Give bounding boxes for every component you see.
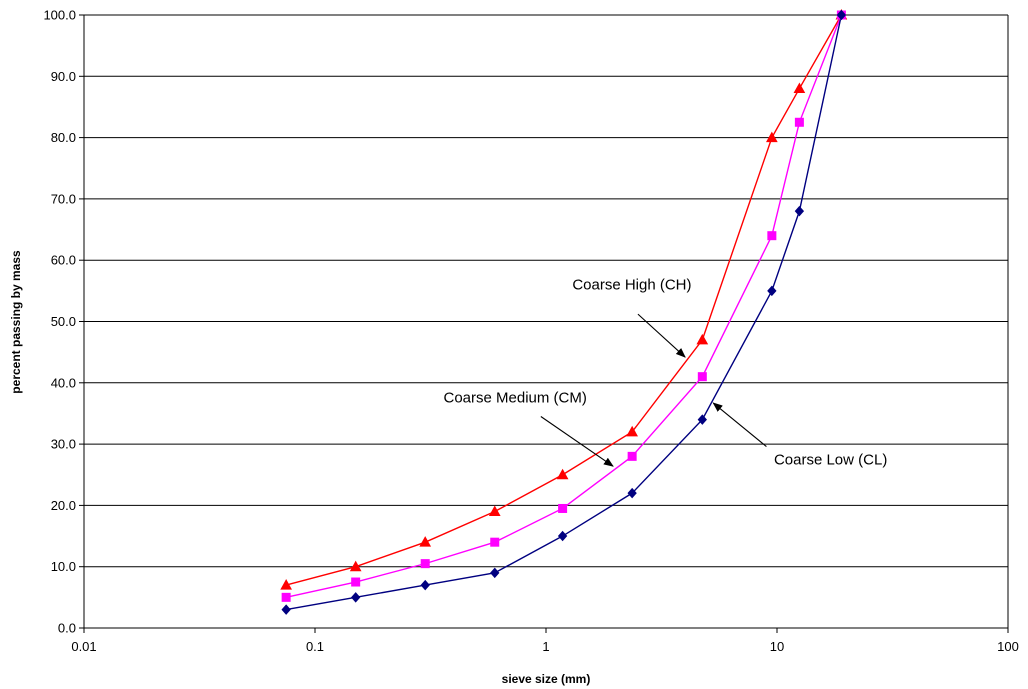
cl-point (490, 567, 500, 579)
cm-point (281, 592, 291, 602)
y-tick-label: 40.0 (51, 375, 76, 390)
y-tick-label: 20.0 (51, 498, 76, 513)
ch-point (696, 333, 709, 345)
y-tick-label: 90.0 (51, 69, 76, 84)
x-tick-label: 0.01 (71, 639, 96, 654)
ch-annotation-arrow (637, 313, 686, 358)
cm-annotation-arrow (540, 416, 614, 467)
y-tick-label: 100.0 (43, 8, 76, 23)
ch-point (766, 131, 778, 143)
cl-point (794, 205, 805, 217)
ch-series-line (285, 14, 842, 586)
y-tick-label: 60.0 (51, 253, 76, 268)
cm-point (697, 372, 707, 382)
cl-point (836, 9, 847, 21)
y-tick-label: 70.0 (51, 191, 76, 206)
ch-annotation-label: Coarse High (CH) (572, 277, 691, 294)
cm-point (794, 117, 804, 127)
cl-point (767, 285, 777, 297)
ch-point (793, 82, 806, 94)
y-tick-label: 10.0 (51, 559, 76, 574)
cm-series-line (285, 14, 843, 599)
cm-point (351, 577, 361, 587)
cl-annotation-arrow (712, 402, 767, 447)
y-tick-label: 30.0 (51, 437, 76, 452)
cl-annotation-label: Coarse Low (CL) (774, 451, 887, 468)
x-tick-label: 1 (542, 639, 549, 654)
ch-point (488, 505, 501, 517)
ch-point (626, 425, 638, 437)
ch-point (556, 468, 569, 480)
cl-point (281, 604, 291, 615)
cl-point (697, 414, 707, 425)
x-tick-label: 100 (997, 639, 1019, 654)
x-tick-label: 0.1 (306, 639, 324, 654)
cl-series-line (286, 14, 843, 611)
ch-point (419, 536, 432, 547)
ch-point (280, 579, 292, 590)
y-tick-label: 0.0 (58, 621, 76, 636)
y-tick-label: 80.0 (51, 130, 76, 145)
x-axis-title: sieve size (mm) (502, 672, 591, 686)
cm-point (558, 503, 568, 513)
cm-point (490, 537, 500, 547)
cm-point (767, 231, 777, 241)
cl-point (420, 579, 430, 591)
cm-point (627, 451, 637, 461)
cm-point (420, 559, 430, 569)
cm-annotation-label: Coarse Medium (CM) (444, 389, 587, 406)
cl-point (627, 487, 637, 499)
cl-point (557, 530, 568, 542)
x-tick-label: 10 (770, 639, 784, 654)
y-axis-title: percent passing by mass (9, 250, 23, 394)
ch-point (349, 560, 362, 572)
cl-point (351, 592, 361, 603)
y-tick-label: 50.0 (51, 314, 76, 329)
